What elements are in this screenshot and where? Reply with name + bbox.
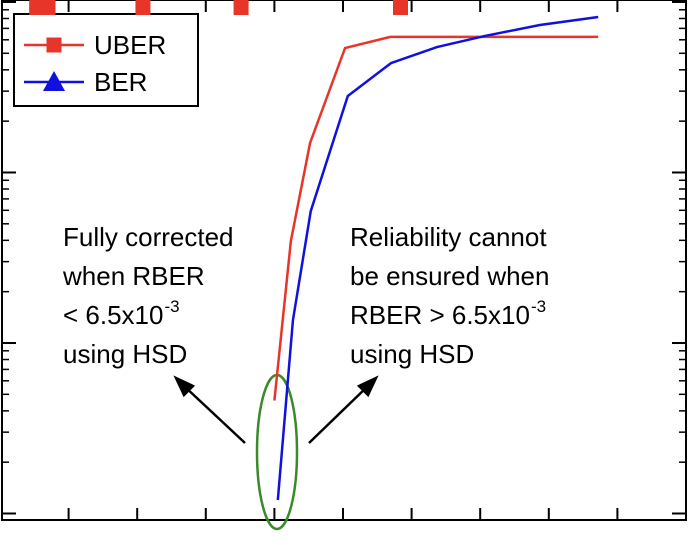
annotation-line: using HSD [63,339,187,369]
arrow-left [182,384,246,444]
marker-square [29,0,45,15]
marker-square [233,0,249,15]
marker-square [392,0,408,15]
legend-marker [43,71,65,91]
annotation-line: Reliability cannot [350,222,547,252]
arrows [173,375,379,444]
series-line [273,35,599,401]
highlight-ellipse [255,373,299,531]
annotation-line: RBER > 6.5x10 [350,300,530,330]
annotation-line: when RBER [62,261,205,291]
marker-square [135,0,151,15]
series-line [276,15,599,501]
annotation-line: < 6.5x10 [63,300,163,330]
annotation-line: Fully corrected [63,222,234,252]
annotation-superscript: -3 [164,297,179,316]
annotation-superscript: -3 [531,297,546,316]
legend-label: UBER [94,30,166,60]
arrow-head [173,375,196,398]
legend-marker [46,37,62,53]
arrow-head [356,375,379,398]
series [276,15,599,501]
legend-label: BER [94,67,147,97]
annotation-line: using HSD [350,339,474,369]
series [273,35,599,401]
annotation-line: be ensured when [350,261,549,291]
arrow-right [308,384,370,444]
